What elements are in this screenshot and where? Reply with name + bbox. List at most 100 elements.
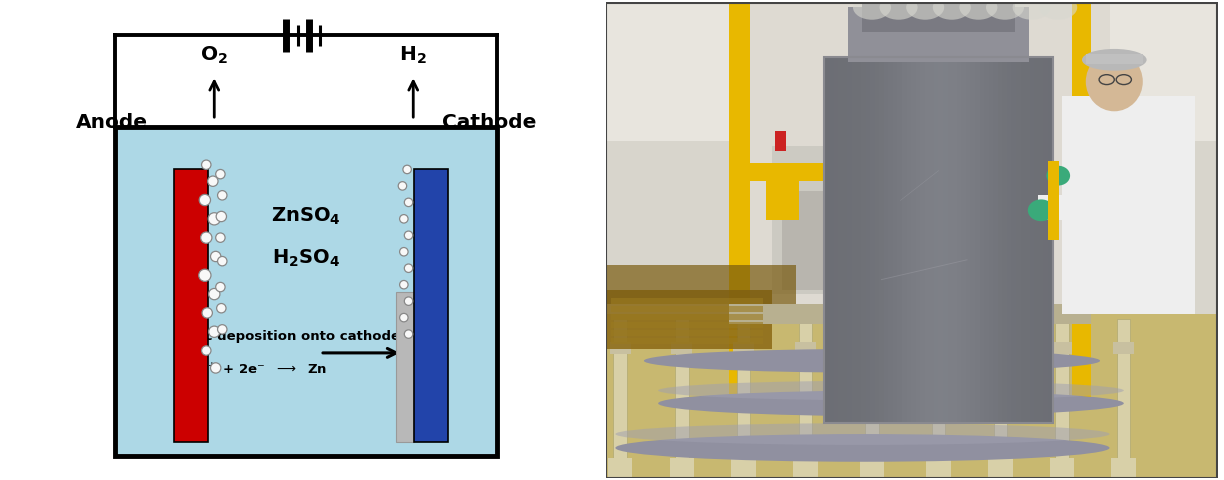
Bar <box>1011 57 1016 423</box>
Bar <box>793 458 818 478</box>
Bar <box>942 57 947 423</box>
Bar <box>799 319 812 478</box>
Bar <box>870 57 875 423</box>
Bar <box>865 57 870 423</box>
Bar <box>825 57 1053 423</box>
Ellipse shape <box>659 381 1124 400</box>
Circle shape <box>404 297 412 305</box>
Ellipse shape <box>659 390 1124 416</box>
Bar <box>994 319 1007 478</box>
Bar <box>875 57 879 423</box>
Circle shape <box>399 248 408 256</box>
Bar <box>606 289 772 349</box>
Bar <box>1002 57 1007 423</box>
Bar <box>897 57 902 423</box>
Bar <box>825 57 829 423</box>
Text: Cathode: Cathode <box>442 113 536 132</box>
Ellipse shape <box>960 0 998 20</box>
Bar <box>611 338 763 344</box>
Circle shape <box>208 288 220 300</box>
Circle shape <box>208 326 220 337</box>
Bar <box>838 57 842 423</box>
Bar <box>916 57 920 423</box>
Bar <box>611 299 763 304</box>
Circle shape <box>218 191 226 200</box>
Bar <box>608 458 633 478</box>
Bar <box>865 319 879 478</box>
Ellipse shape <box>933 0 971 20</box>
Circle shape <box>1086 52 1143 111</box>
Bar <box>927 458 951 478</box>
Bar <box>606 265 796 304</box>
Text: Zn$^{2+}$ + 2e$^{-}$  $\longrightarrow$  Zn: Zn$^{2+}$ + 2e$^{-}$ $\longrightarrow$ Z… <box>181 361 328 378</box>
Text: Anode: Anode <box>76 113 148 132</box>
Bar <box>1043 57 1048 423</box>
Bar <box>1071 163 1152 180</box>
Text: $\mathbf{H_2SO_4}$: $\mathbf{H_2SO_4}$ <box>272 248 340 269</box>
Bar <box>907 57 911 423</box>
Bar <box>737 319 750 478</box>
Circle shape <box>202 308 213 318</box>
Ellipse shape <box>1047 166 1070 186</box>
Bar <box>879 57 884 423</box>
Circle shape <box>202 346 211 355</box>
Circle shape <box>403 165 411 174</box>
Bar <box>730 163 843 180</box>
Bar <box>857 57 860 423</box>
Bar <box>606 2 1218 141</box>
Ellipse shape <box>1012 0 1050 20</box>
Bar <box>395 292 414 442</box>
Bar <box>947 57 952 423</box>
Ellipse shape <box>906 0 944 20</box>
Ellipse shape <box>644 349 1100 372</box>
Bar <box>174 169 208 442</box>
Bar <box>931 319 945 478</box>
Bar <box>606 314 1218 478</box>
Bar <box>989 57 993 423</box>
Bar <box>889 57 892 423</box>
Text: Zinc deposition onto cathode: Zinc deposition onto cathode <box>181 330 400 343</box>
Bar <box>860 57 865 423</box>
Polygon shape <box>730 131 750 279</box>
Bar <box>611 314 763 320</box>
Bar <box>1111 458 1136 478</box>
Bar <box>848 7 1028 62</box>
Bar <box>670 458 694 478</box>
Bar <box>1048 161 1059 240</box>
Ellipse shape <box>987 0 1024 20</box>
Circle shape <box>198 269 211 281</box>
Bar <box>772 146 868 294</box>
Bar <box>993 57 998 423</box>
Bar <box>733 342 754 354</box>
Bar <box>1021 57 1026 423</box>
Ellipse shape <box>1082 49 1147 71</box>
Bar <box>1007 57 1011 423</box>
Bar <box>957 57 961 423</box>
Bar <box>1071 2 1091 398</box>
Bar <box>929 57 934 423</box>
Ellipse shape <box>1039 0 1077 20</box>
Circle shape <box>208 213 220 225</box>
Circle shape <box>215 169 225 179</box>
Bar <box>1016 57 1021 423</box>
Bar <box>862 342 883 354</box>
Bar <box>611 306 763 312</box>
Circle shape <box>217 211 226 222</box>
Circle shape <box>215 233 225 242</box>
Circle shape <box>399 313 408 322</box>
Bar <box>834 57 838 423</box>
Bar <box>1114 342 1135 354</box>
Bar <box>902 57 907 423</box>
Bar <box>1034 57 1039 423</box>
Bar <box>979 57 984 423</box>
Circle shape <box>398 181 406 190</box>
Bar <box>990 342 1011 354</box>
Circle shape <box>215 282 225 292</box>
Bar <box>1039 57 1043 423</box>
Ellipse shape <box>880 0 918 20</box>
Circle shape <box>218 324 226 334</box>
Bar <box>1062 96 1195 314</box>
Bar <box>775 131 787 151</box>
Bar <box>1026 57 1029 423</box>
Circle shape <box>201 232 212 243</box>
